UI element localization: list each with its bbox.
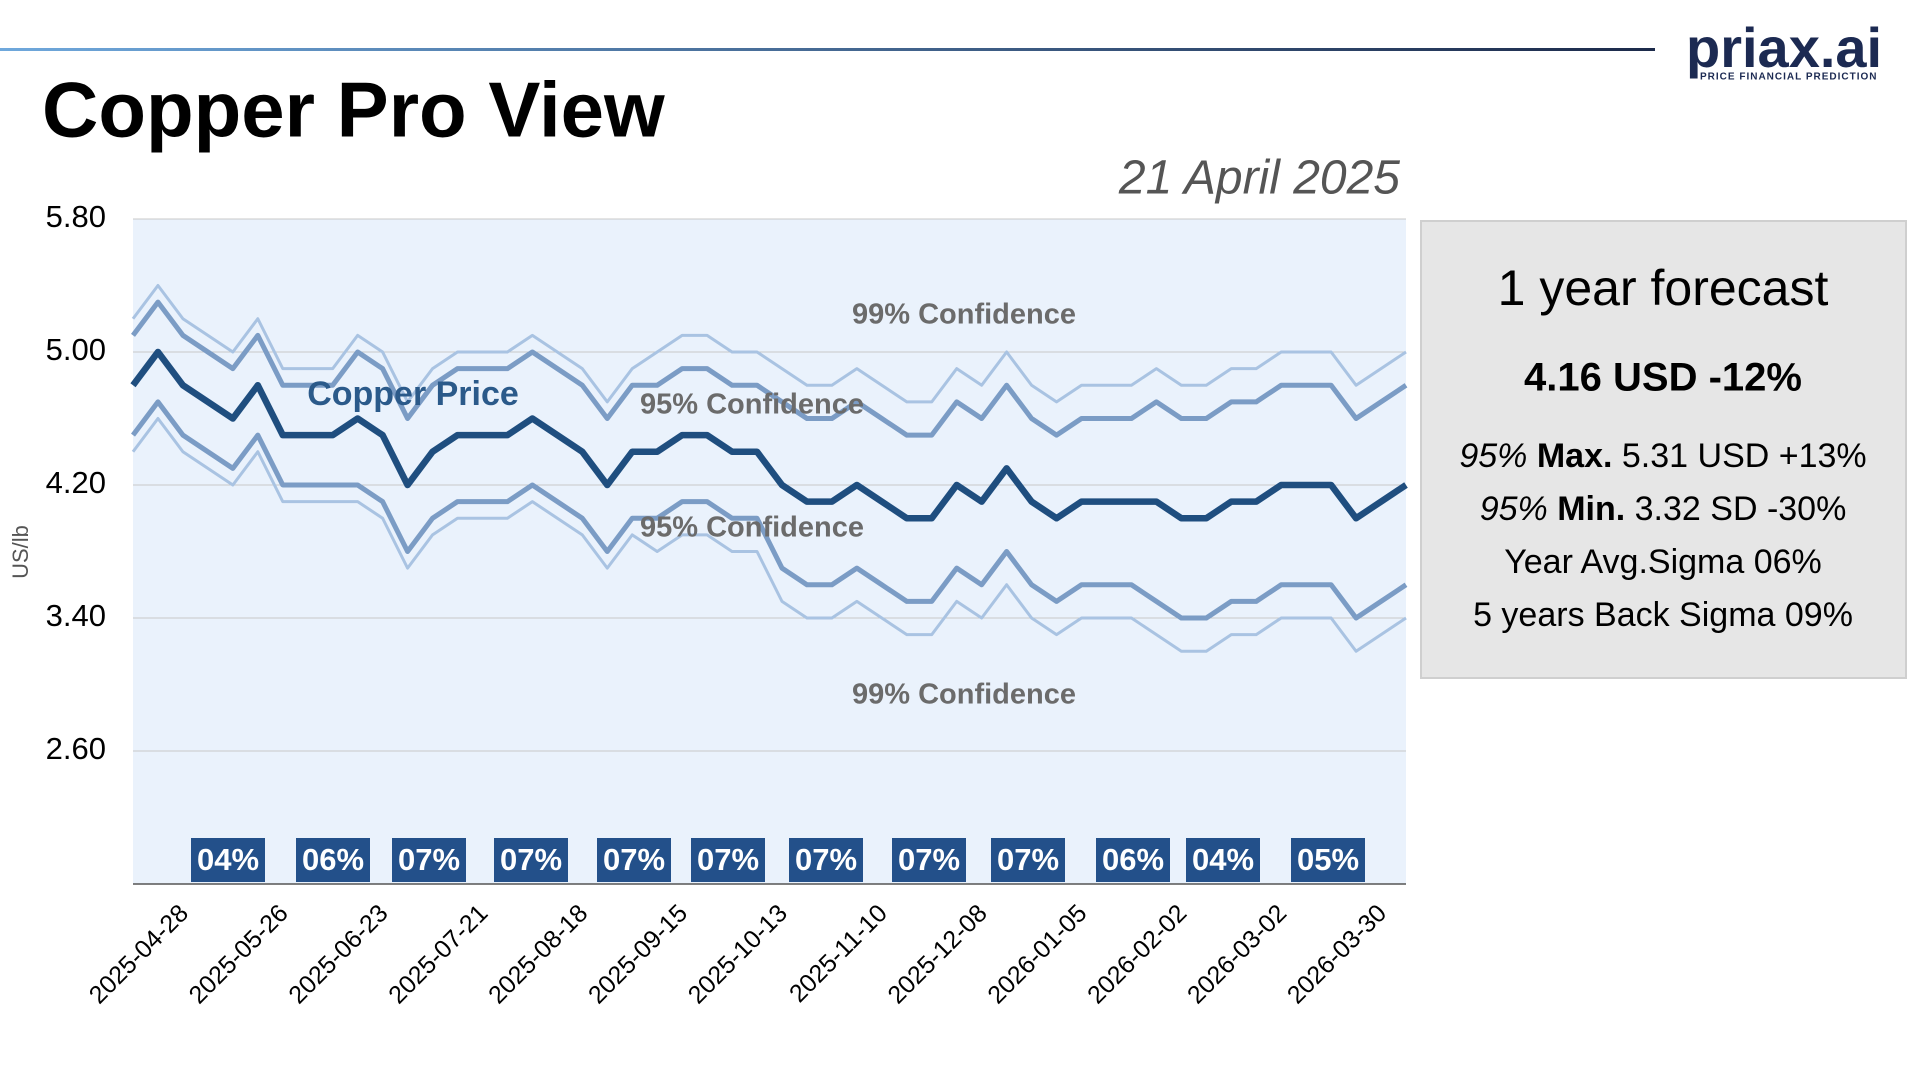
forecast-panel (1420, 220, 1907, 679)
series-line (131, 399, 1408, 621)
sigma-badge (191, 838, 265, 882)
panel-max: 95% Max. 5.31 USD +13% (1459, 437, 1866, 475)
x-tick-label: 2025-04-28 (84, 899, 194, 1009)
sigma-label: 04% (197, 842, 259, 877)
y-tick-label: 4.20 (46, 465, 106, 500)
sigma-badge (494, 838, 568, 882)
sigma-badge (597, 838, 671, 882)
sigma-badge (789, 838, 863, 882)
x-tick-label: 2025-08-18 (483, 899, 593, 1009)
series-line (130, 348, 1408, 522)
sigma-label: 07% (398, 842, 460, 877)
panel-avg: Year Avg.Sigma 06% (1504, 543, 1822, 581)
x-tick-label: 2025-05-26 (184, 899, 294, 1009)
x-tick-label: 2025-06-23 (283, 899, 393, 1009)
y-tick-label: 5.80 (46, 199, 106, 234)
y-axis-label: US/lb (8, 525, 33, 579)
plot-area (133, 219, 1406, 884)
sigma-label: 07% (697, 842, 759, 877)
sigma-label: 06% (302, 842, 364, 877)
sigma-label: 04% (1192, 842, 1254, 877)
sigma-badge (1096, 838, 1170, 882)
logo-tagline: PRICE FINANCIAL PREDICTION (1700, 72, 1878, 83)
x-tick-label: 2026-03-30 (1282, 899, 1392, 1009)
sigma-badge (392, 838, 466, 882)
series-line (131, 284, 1407, 404)
series-label: 99% Confidence (852, 679, 1076, 711)
x-tick-label: 2026-03-02 (1182, 899, 1292, 1009)
x-tick-label: 2025-10-13 (683, 899, 793, 1009)
sigma-badge (991, 838, 1065, 882)
series-line (131, 417, 1407, 653)
max-pct: 95% (1459, 437, 1527, 475)
sigma-badge (691, 838, 765, 882)
sigma-label: 07% (500, 842, 562, 877)
sigma-label: 07% (898, 842, 960, 877)
series-label: 99% Confidence (852, 299, 1076, 331)
panel-min: 95% Min. 3.32 SD -30% (1480, 490, 1847, 528)
max-text: 5.31 USD +13% (1622, 437, 1867, 475)
x-tick-label: 2026-01-05 (982, 899, 1092, 1009)
x-tick-label: 2026-02-02 (1082, 899, 1192, 1009)
sigma-badge (1186, 838, 1260, 882)
max-kind: Max. (1537, 437, 1613, 475)
x-tick-label: 2025-11-10 (784, 899, 893, 1008)
min-pct: 95% (1480, 490, 1548, 528)
panel-heading: 1 year forecast (1498, 260, 1829, 316)
header-rule (0, 48, 1655, 51)
sigma-label: 07% (603, 842, 665, 877)
panel-back: 5 years Back Sigma 09% (1473, 596, 1853, 634)
series-label: Copper Price (307, 375, 519, 413)
sigma-label: 06% (1102, 842, 1164, 877)
logo: priax.ai (1686, 16, 1882, 79)
sigma-label: 05% (1297, 842, 1359, 877)
y-tick-label: 5.00 (46, 332, 106, 367)
sigma-label: 07% (795, 842, 857, 877)
sigma-badge (1291, 838, 1365, 882)
sigma-badge (296, 838, 370, 882)
min-kind: Min. (1557, 490, 1625, 528)
y-tick-label: 2.60 (46, 731, 106, 766)
x-tick-label: 2025-09-15 (583, 899, 693, 1009)
series-label: 95% Confidence (640, 389, 864, 421)
panel-forecast: 4.16 USD -12% (1524, 356, 1802, 400)
y-tick-label: 3.40 (46, 598, 106, 633)
sigma-badge (892, 838, 966, 882)
sigma-label: 07% (997, 842, 1059, 877)
x-tick-label: 2025-07-21 (383, 899, 493, 1009)
series-label: 95% Confidence (640, 512, 864, 544)
date: 21 April 2025 (1118, 152, 1400, 205)
series-line (131, 299, 1408, 438)
page-title: Copper Pro View (42, 66, 665, 154)
x-tick-label: 2025-12-08 (882, 899, 992, 1009)
min-text: 3.32 SD -30% (1635, 490, 1847, 528)
